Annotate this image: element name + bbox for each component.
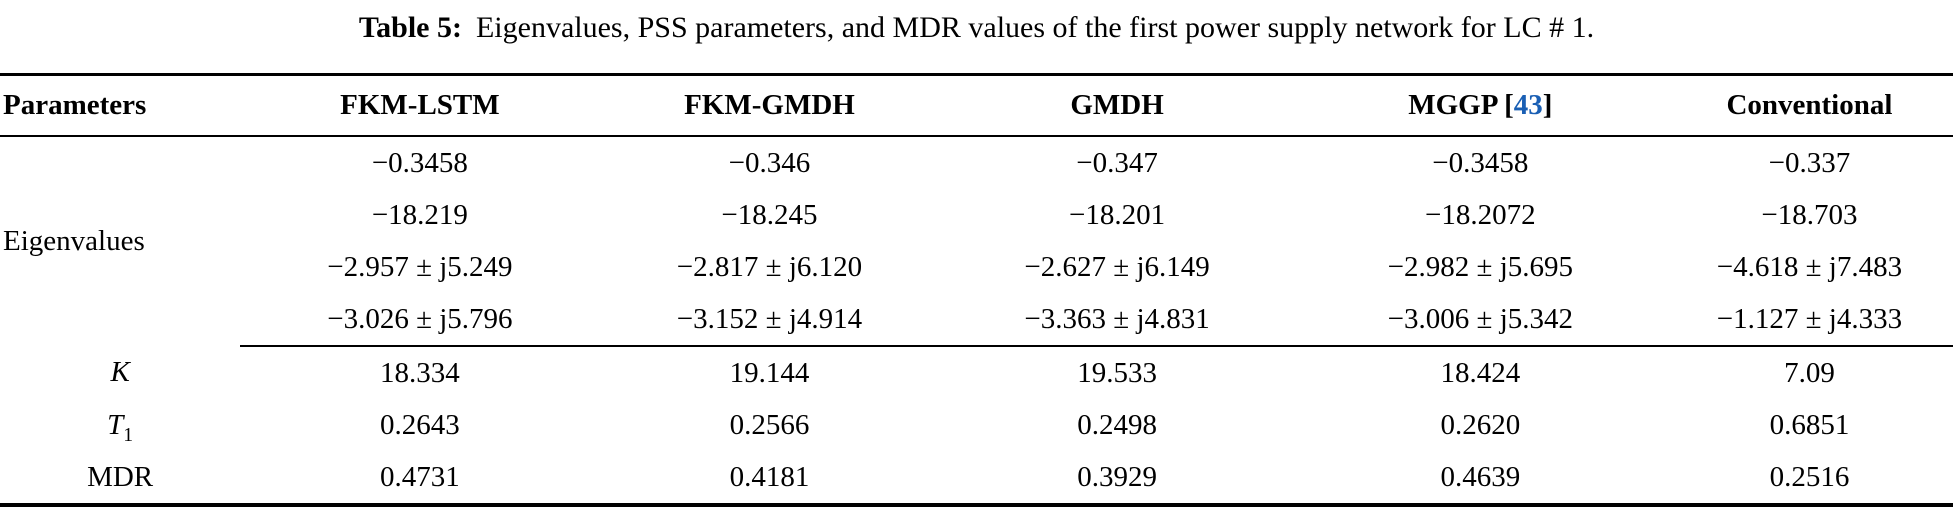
- cell-eig3-fkm-gmdh: −2.817 ± j6.120: [676, 250, 863, 283]
- col-header-conventional: Conventional: [1665, 74, 1953, 137]
- cell-t1-fkm-lstm: 0.2643: [380, 408, 460, 441]
- cell-t1-conventional: 0.6851: [1769, 408, 1850, 441]
- cell-mdr-gmdh: 0.3929: [1077, 460, 1157, 493]
- header-row: Parameters FKM-LSTM FKM-GMDH GMDH MGGP […: [0, 74, 1953, 137]
- cell-eig3-mggp: −2.982 ± j5.695: [1387, 250, 1573, 283]
- table-caption-label: Table 5:: [358, 11, 462, 44]
- row-k-gain: K 18.334 19.144 19.533 18.424 7.09: [0, 346, 1953, 399]
- row-label-t1: T1: [0, 399, 240, 451]
- cell-eig2-fkm-gmdh: −18.245: [721, 198, 818, 231]
- cell-mdr-fkm-lstm: 0.4731: [380, 460, 460, 493]
- col-header-parameters: Parameters: [0, 74, 241, 137]
- cell-eig4-fkm-lstm: −3.026 ± j5.796: [240, 293, 600, 347]
- table-caption: Table 5: Eigenvalues, PSS parameters, and…: [0, 0, 1953, 73]
- citation-link-43[interactable]: 43: [1513, 89, 1543, 121]
- cell-eig2-conventional: −18.703: [1761, 198, 1858, 231]
- cell-eig2-mggp: −18.2072: [1425, 198, 1536, 231]
- cell-eig4-mggp: −3.006 ± j5.342: [1294, 293, 1666, 347]
- col-header-fkm-gmdh: FKM-GMDH: [599, 74, 940, 137]
- cell-eig3-fkm-lstm: −2.957 ± j5.249: [327, 250, 513, 283]
- cell-eig3-gmdh: −2.627 ± j6.149: [1024, 250, 1210, 283]
- row-label-mdr: MDR: [87, 460, 154, 493]
- cell-mdr-fkm-gmdh: 0.4181: [729, 460, 810, 493]
- col-header-gmdh: GMDH: [939, 74, 1295, 137]
- cell-eig4-fkm-gmdh: −3.152 ± j4.914: [599, 293, 940, 347]
- k-symbol: K: [110, 356, 130, 388]
- row-label-eigenvalues: Eigenvalues: [3, 225, 145, 257]
- cell-eig4-conventional: −1.127 ± j4.333: [1665, 293, 1953, 347]
- cell-k-fkm-gmdh: 19.144: [729, 356, 810, 389]
- mggp-label: MGGP [: [1408, 89, 1514, 121]
- col-header-mggp: MGGP [43]: [1294, 74, 1666, 137]
- row-t1-time-constant: T1 0.2643 0.2566 0.2498 0.2620 0.6851: [0, 399, 1953, 451]
- cell-k-fkm-lstm: 18.334: [380, 356, 460, 389]
- cell-eig1-fkm-lstm: −0.3458: [371, 146, 468, 179]
- cell-eig2-gmdh: −18.201: [1069, 198, 1166, 231]
- eigenvalues-row-1: Eigenvalues −0.3458 −0.346 −0.347 −0.345…: [0, 136, 1953, 258]
- cell-t1-gmdh: 0.2498: [1077, 408, 1157, 441]
- t1-symbol: T: [107, 408, 124, 441]
- cell-k-gmdh: 19.533: [1077, 356, 1157, 389]
- eigenvalues-row-2: −18.219 −18.245 −18.201 −18.2072 −18.703: [0, 189, 1953, 241]
- cell-mdr-conventional: 0.2516: [1769, 460, 1850, 493]
- cell-eig1-conventional: −0.337: [1768, 146, 1851, 179]
- cell-t1-mggp: 0.2620: [1440, 408, 1521, 441]
- cell-k-mggp: 18.424: [1440, 356, 1521, 389]
- cell-eig1-fkm-gmdh: −0.346: [728, 146, 811, 179]
- eigenvalues-row-3: −2.957 ± j5.249 −2.817 ± j6.120 −2.627 ±…: [0, 241, 1953, 293]
- cell-k-conventional: 7.09: [1784, 356, 1835, 389]
- row-label-k: K: [0, 346, 240, 399]
- cell-t1-fkm-gmdh: 0.2566: [729, 408, 810, 441]
- col-header-fkm-lstm: FKM-LSTM: [240, 74, 600, 137]
- cell-eig1-gmdh: −0.347: [1076, 146, 1158, 179]
- cell-eig1-mggp: −0.3458: [1432, 146, 1529, 179]
- row-mdr: MDR 0.4731 0.4181 0.3929 0.4639 0.2516: [0, 451, 1953, 505]
- cell-eig2-fkm-lstm: −18.219: [371, 198, 468, 231]
- table-caption-text: Eigenvalues, PSS parameters, and MDR val…: [475, 11, 1595, 44]
- cell-eig3-conventional: −4.618 ± j7.483: [1716, 250, 1903, 283]
- eigenvalues-row-4: −3.026 ± j5.796 −3.152 ± j4.914 −3.363 ±…: [0, 293, 1953, 347]
- t1-subscript: 1: [123, 423, 134, 446]
- results-table: Parameters FKM-LSTM FKM-GMDH GMDH MGGP […: [0, 73, 1953, 507]
- cell-eig4-gmdh: −3.363 ± j4.831: [939, 293, 1295, 347]
- mggp-close-bracket: ]: [1542, 89, 1553, 121]
- cell-mdr-mggp: 0.4639: [1440, 460, 1521, 493]
